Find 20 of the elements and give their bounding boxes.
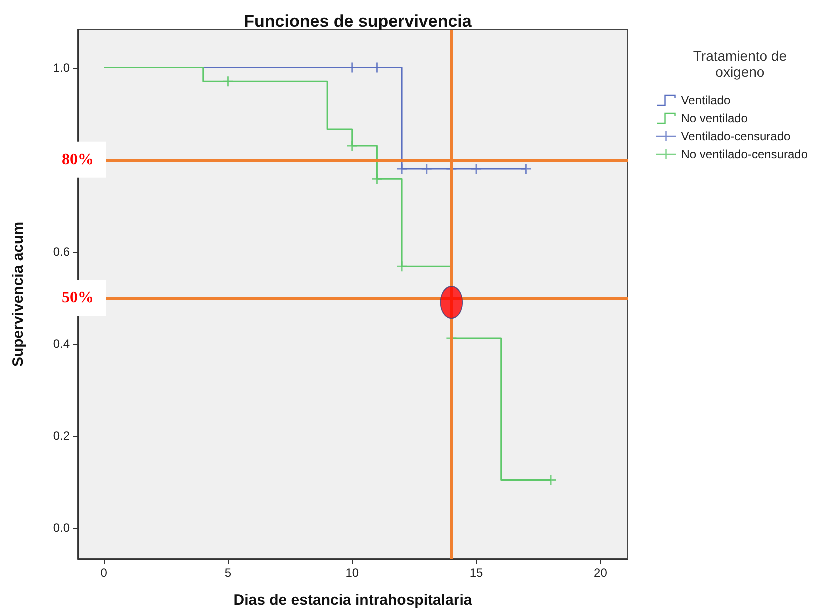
x-tick-label: 10 bbox=[346, 566, 360, 580]
x-tick-label: 5 bbox=[224, 566, 232, 580]
y-axis-title: Supervivencia acum bbox=[10, 222, 27, 368]
ref-line-label: 50% bbox=[62, 289, 94, 306]
y-tick-label: 1.0 bbox=[53, 60, 70, 75]
x-axis-title: Dias de estancia intrahospitalaria bbox=[234, 592, 473, 609]
legend-label: Ventilado-censurado bbox=[681, 130, 791, 144]
y-tick-label: 0.6 bbox=[53, 244, 70, 259]
chart-title: Funciones de supervivencia bbox=[244, 12, 472, 31]
legend-title: Tratamiento de oxigeno bbox=[693, 48, 788, 80]
x-tick-label: 0 bbox=[100, 566, 108, 580]
legend-label: No ventilado bbox=[681, 112, 748, 126]
legend-label: Ventilado bbox=[681, 94, 731, 108]
y-tick-label: 0.4 bbox=[53, 336, 70, 351]
x-tick-label: 15 bbox=[470, 566, 484, 580]
ref-line-label: 80% bbox=[62, 151, 94, 168]
legend-label: No ventilado-censurado bbox=[681, 148, 808, 162]
y-tick-label: 0.2 bbox=[53, 429, 70, 444]
x-tick-label: 20 bbox=[594, 566, 608, 580]
y-tick-label: 0.0 bbox=[53, 521, 70, 536]
